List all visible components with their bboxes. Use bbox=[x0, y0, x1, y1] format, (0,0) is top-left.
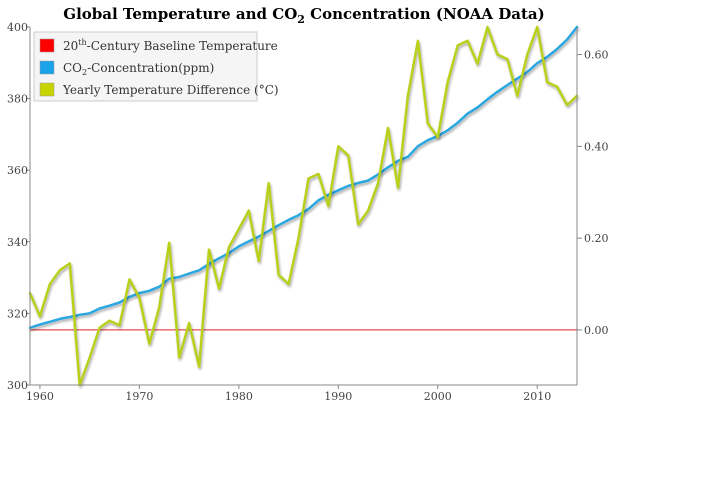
y-left-tick-label: 300 bbox=[7, 379, 28, 392]
y-left-tick-label: 320 bbox=[7, 307, 28, 320]
x-tick-label: 1980 bbox=[225, 390, 253, 403]
y-right-tick-label: 0.40 bbox=[584, 140, 609, 153]
legend-label-baseline: 20th-Century Baseline Temperature bbox=[63, 38, 278, 53]
y-right-tick-label: 0.20 bbox=[584, 232, 609, 245]
legend-swatch-co2 bbox=[39, 60, 55, 75]
legend-label-co2: CO2-Concentration(ppm) bbox=[63, 61, 214, 77]
y-left-tick-label: 380 bbox=[7, 93, 28, 106]
x-tick-label: 2010 bbox=[523, 390, 551, 403]
y-right-tick-label: 0.00 bbox=[584, 324, 609, 337]
legend-box bbox=[33, 31, 258, 102]
ticks-left: 300 320 340 360 380 400 bbox=[7, 21, 30, 392]
legend-item-baseline[interactable]: 20th-Century Baseline Temperature bbox=[39, 38, 278, 53]
legend-swatch-baseline bbox=[39, 38, 55, 53]
plot-series bbox=[28, 25, 579, 387]
x-tick-label: 1990 bbox=[324, 390, 352, 403]
x-tick-label: 2000 bbox=[424, 390, 452, 403]
legend: 20th-Century Baseline Temperature CO2-Co… bbox=[33, 31, 279, 102]
y-left-tick-label: 400 bbox=[7, 21, 28, 34]
axes bbox=[29, 27, 578, 386]
chart-title: Global Temperature and CO2 Concentration… bbox=[63, 5, 544, 26]
y-right-tick-label: 0.60 bbox=[584, 49, 609, 62]
temperature-series-line[interactable] bbox=[28, 25, 579, 387]
legend-label-temperature: Yearly Temperature Difference (°C) bbox=[62, 83, 279, 97]
legend-item-temperature[interactable]: Yearly Temperature Difference (°C) bbox=[39, 82, 279, 97]
legend-swatch-temperature bbox=[39, 82, 55, 97]
y-left-tick-label: 360 bbox=[7, 164, 28, 177]
x-tick-label: 1970 bbox=[125, 390, 153, 403]
x-tick-label: 1960 bbox=[26, 390, 54, 403]
ticks-x: 1960 1970 1980 1990 2000 2010 bbox=[26, 385, 551, 403]
legend-item-co2[interactable]: CO2-Concentration(ppm) bbox=[39, 60, 214, 77]
y-left-tick-label: 340 bbox=[7, 236, 28, 249]
ticks-right: 0.00 0.20 0.40 0.60 bbox=[577, 49, 609, 337]
